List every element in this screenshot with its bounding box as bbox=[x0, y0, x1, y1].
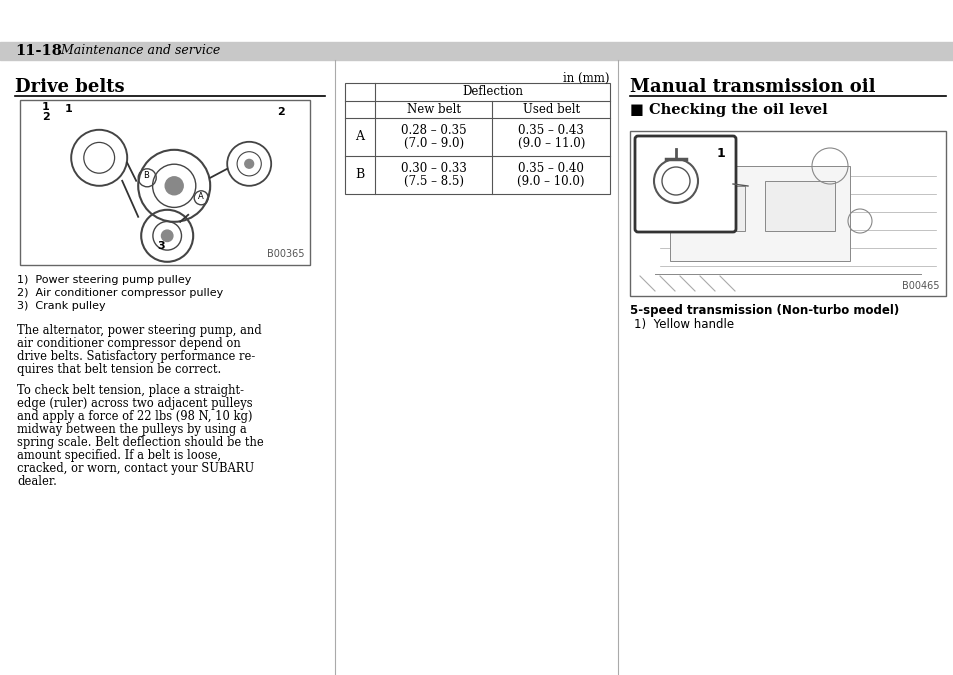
Bar bbox=[669, 166, 849, 261]
Circle shape bbox=[161, 230, 172, 242]
Text: 0.30 – 0.33: 0.30 – 0.33 bbox=[400, 162, 466, 175]
Text: B00465: B00465 bbox=[902, 281, 939, 291]
Bar bbox=[629, 131, 945, 296]
Text: in (mm): in (mm) bbox=[563, 72, 609, 85]
Bar bbox=[345, 83, 609, 194]
Text: New belt: New belt bbox=[406, 103, 460, 116]
Text: 2: 2 bbox=[42, 112, 50, 122]
Text: and apply a force of 22 lbs (98 N, 10 kg): and apply a force of 22 lbs (98 N, 10 kg… bbox=[17, 410, 253, 423]
Text: To check belt tension, place a straight-: To check belt tension, place a straight- bbox=[17, 384, 244, 397]
Bar bbox=[20, 100, 310, 265]
Text: amount specified. If a belt is loose,: amount specified. If a belt is loose, bbox=[17, 449, 221, 462]
Text: Deflection: Deflection bbox=[461, 85, 522, 98]
Text: spring scale. Belt deflection should be the: spring scale. Belt deflection should be … bbox=[17, 436, 263, 449]
Text: 0.35 – 0.40: 0.35 – 0.40 bbox=[517, 162, 583, 175]
Bar bbox=[684, 186, 744, 231]
Text: 11-18: 11-18 bbox=[15, 44, 62, 58]
Text: 2)  Air conditioner compressor pulley: 2) Air conditioner compressor pulley bbox=[17, 288, 223, 298]
Text: 1: 1 bbox=[64, 104, 71, 114]
Text: dealer.: dealer. bbox=[17, 475, 57, 488]
Text: (7.0 – 9.0): (7.0 – 9.0) bbox=[403, 137, 463, 150]
Circle shape bbox=[245, 159, 253, 168]
Text: 1)  Yellow handle: 1) Yellow handle bbox=[634, 318, 734, 331]
Circle shape bbox=[165, 177, 183, 195]
Text: quires that belt tension be correct.: quires that belt tension be correct. bbox=[17, 363, 221, 376]
Text: air conditioner compressor depend on: air conditioner compressor depend on bbox=[17, 337, 240, 350]
Text: midway between the pulleys by using a: midway between the pulleys by using a bbox=[17, 423, 247, 436]
Text: edge (ruler) across two adjacent pulleys: edge (ruler) across two adjacent pulleys bbox=[17, 397, 253, 410]
Text: The alternator, power steering pump, and: The alternator, power steering pump, and bbox=[17, 324, 261, 337]
Text: Drive belts: Drive belts bbox=[15, 78, 125, 96]
Bar bbox=[0, 42, 953, 60]
Text: drive belts. Satisfactory performance re-: drive belts. Satisfactory performance re… bbox=[17, 350, 255, 363]
Text: 3: 3 bbox=[157, 241, 165, 251]
Text: 2: 2 bbox=[277, 107, 285, 117]
Text: cracked, or worn, contact your SUBARU: cracked, or worn, contact your SUBARU bbox=[17, 462, 254, 475]
Text: (9.0 – 11.0): (9.0 – 11.0) bbox=[517, 137, 584, 150]
Text: (9.0 – 10.0): (9.0 – 10.0) bbox=[517, 175, 584, 188]
Text: 1)  Power steering pump pulley: 1) Power steering pump pulley bbox=[17, 275, 192, 285]
Text: Used belt: Used belt bbox=[522, 103, 579, 116]
FancyBboxPatch shape bbox=[635, 136, 735, 232]
Text: B: B bbox=[143, 171, 149, 180]
Text: ■ Checking the oil level: ■ Checking the oil level bbox=[629, 103, 827, 117]
Text: 0.28 – 0.35: 0.28 – 0.35 bbox=[400, 124, 466, 137]
Text: Manual transmission oil: Manual transmission oil bbox=[629, 78, 875, 96]
Text: Maintenance and service: Maintenance and service bbox=[57, 45, 220, 57]
Text: 1: 1 bbox=[716, 147, 724, 160]
Text: 5-speed transmission (Non-turbo model): 5-speed transmission (Non-turbo model) bbox=[629, 304, 899, 317]
Text: A: A bbox=[355, 130, 364, 143]
Text: 3)  Crank pulley: 3) Crank pulley bbox=[17, 301, 106, 311]
Bar bbox=[764, 181, 834, 231]
Text: A: A bbox=[198, 192, 204, 201]
Text: B: B bbox=[355, 168, 364, 181]
Text: 1: 1 bbox=[42, 102, 50, 112]
Text: B00365: B00365 bbox=[267, 249, 305, 259]
Text: 0.35 – 0.43: 0.35 – 0.43 bbox=[517, 124, 583, 137]
Text: (7.5 – 8.5): (7.5 – 8.5) bbox=[403, 175, 463, 188]
